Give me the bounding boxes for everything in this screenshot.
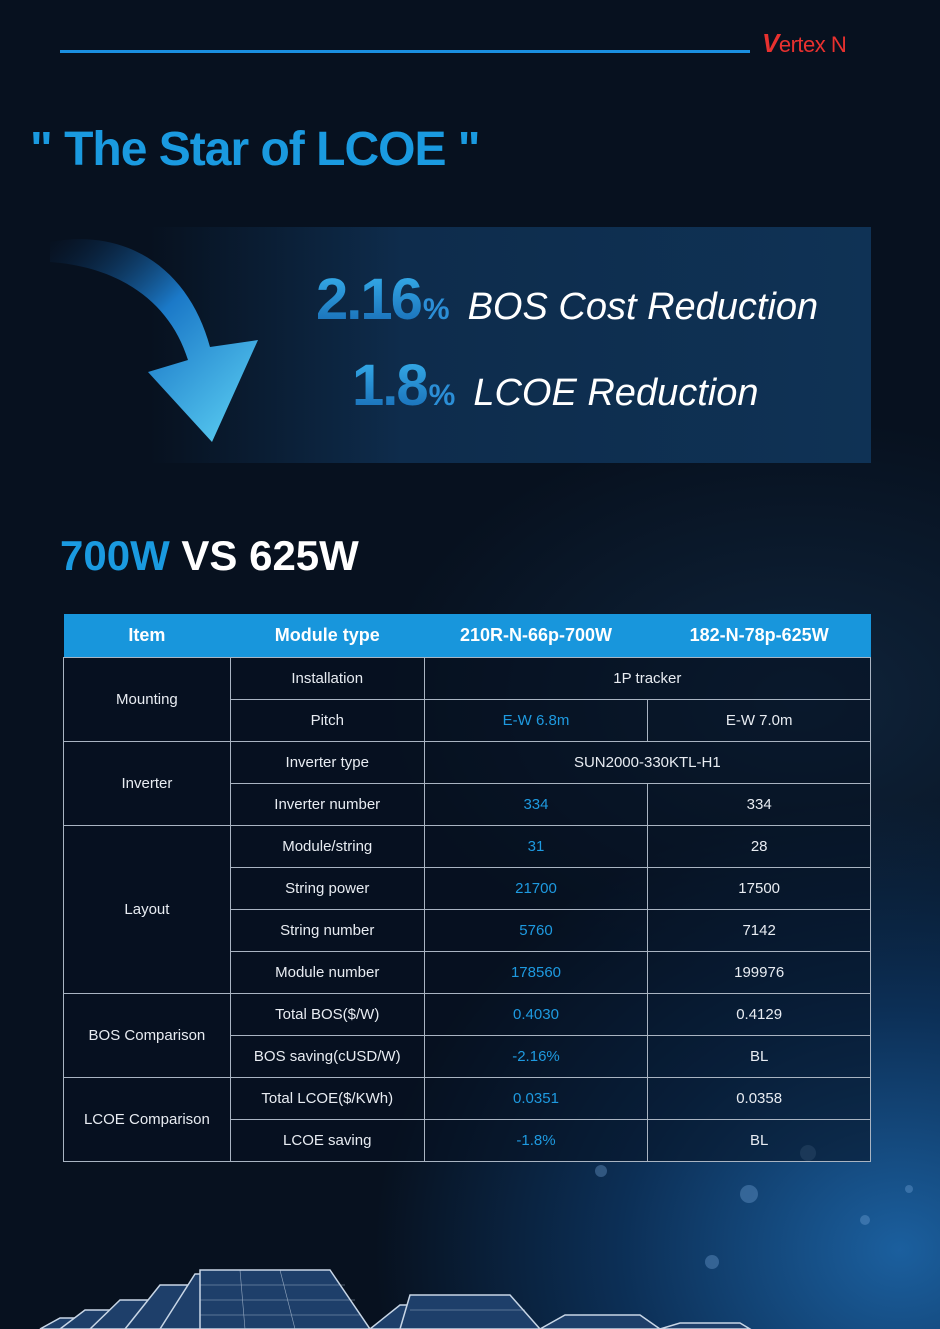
comparison-left: 700W xyxy=(60,532,170,579)
value-700w-cell: 178560 xyxy=(423,950,649,994)
value-700w-cell: 334 xyxy=(423,782,649,826)
lcoe-stat: 1.8 % LCOE Reduction xyxy=(352,352,758,419)
value-625w-cell: BL xyxy=(647,1118,871,1162)
bokeh-dot xyxy=(595,1165,607,1177)
lcoe-value: 1.8 xyxy=(352,353,429,418)
table-row: Inverter number 334 334 xyxy=(64,782,871,826)
table-row: Inverter Inverter type SUN2000-330KTL-H1 xyxy=(63,740,872,826)
table-row: LCOE saving -1.8% BL xyxy=(64,1118,871,1162)
module-type-cell: BOS saving(cUSD/W) xyxy=(229,1034,425,1078)
value-625w-cell: 28 xyxy=(647,824,871,868)
table-row: Pitch E-W 6.8m E-W 7.0m xyxy=(64,698,871,742)
brand-logo: Vertex N xyxy=(762,28,847,58)
table-row: Mounting Installation 1P tracker xyxy=(63,656,872,742)
bos-unit: % xyxy=(422,293,450,326)
bokeh-dot xyxy=(705,1255,719,1269)
header-625w: 182-N-78p-625W xyxy=(647,614,871,657)
stats-banner xyxy=(150,227,871,463)
bokeh-dot xyxy=(740,1185,758,1203)
value-700w-cell: 0.0351 xyxy=(423,1076,649,1120)
value-700w-cell: -1.8% xyxy=(423,1118,649,1162)
table-row: String power 21700 17500 xyxy=(64,866,871,910)
value-700w-cell: 5760 xyxy=(423,908,649,952)
bos-label: BOS Cost Reduction xyxy=(467,286,819,328)
header-item: Item xyxy=(63,614,231,657)
module-type-cell: String number xyxy=(229,908,425,952)
table-row: Module number 178560 199976 xyxy=(64,950,871,994)
module-type-cell: Installation xyxy=(229,656,425,700)
table-header-row: Item Module type 210R-N-66p-700W 182-N-7… xyxy=(63,614,871,657)
value-700w-cell: E-W 6.8m xyxy=(423,698,649,742)
comparison-right: VS 625W xyxy=(181,532,359,579)
bos-stat: 2.16 % BOS Cost Reduction xyxy=(316,266,818,333)
bos-value: 2.16 xyxy=(316,267,423,332)
table-row: Layout Module/string 31 28 xyxy=(63,824,871,994)
table-row: BOS Comparison Total BOS($/W) 0.4030 0.4129 xyxy=(63,992,871,1078)
item-cell: BOS Comparison xyxy=(63,992,231,1078)
module-type-cell: Total BOS($/W) xyxy=(229,992,425,1036)
value-625w-cell: 199976 xyxy=(647,950,871,994)
value-625w-cell: 17500 xyxy=(647,866,871,910)
item-cell: Layout xyxy=(63,824,231,994)
merged-value-cell: SUN2000-330KTL-H1 xyxy=(423,740,872,784)
value-625w-cell: 7142 xyxy=(647,908,871,952)
item-cell: Inverter xyxy=(63,740,231,826)
value-625w-cell: 0.4129 xyxy=(647,992,871,1036)
bokeh-dot xyxy=(860,1215,870,1225)
value-625w-cell: BL xyxy=(647,1034,871,1078)
bokeh-dot xyxy=(905,1185,913,1193)
module-type-cell: Total LCOE($/KWh) xyxy=(229,1076,425,1120)
comparison-table: Item Module type 210R-N-66p-700W 182-N-7… xyxy=(63,614,872,1162)
value-700w-cell: -2.16% xyxy=(423,1034,649,1078)
value-700w-cell: 31 xyxy=(423,824,649,868)
item-cell: Mounting xyxy=(63,656,231,742)
value-700w-cell: 21700 xyxy=(423,866,649,910)
value-700w-cell: 0.4030 xyxy=(423,992,649,1036)
value-625w-cell: 0.0358 xyxy=(647,1076,871,1120)
module-type-cell: LCOE saving xyxy=(229,1118,425,1162)
module-type-cell: String power xyxy=(229,866,425,910)
table-row: BOS saving(cUSD/W) -2.16% BL xyxy=(64,1034,871,1078)
value-625w-cell: 334 xyxy=(647,782,871,826)
solar-panels-image xyxy=(39,1269,752,1329)
merged-value-cell: 1P tracker xyxy=(423,656,872,700)
header-module-type: Module type xyxy=(230,614,425,657)
table-row: LCOE Comparison Total LCOE($/KWh) 0.0351 0.… xyxy=(63,1076,871,1162)
module-type-cell: Module number xyxy=(229,950,425,994)
header-700w: 210R-N-66p-700W xyxy=(424,614,648,657)
module-type-cell: Module/string xyxy=(229,824,425,868)
header-rule xyxy=(60,50,750,53)
page-title: " The Star of LCOE " xyxy=(30,123,481,176)
comparison-heading: 700W VS 625W xyxy=(60,532,359,580)
value-625w-cell: E-W 7.0m xyxy=(647,698,871,742)
item-cell: LCOE Comparison xyxy=(63,1076,231,1162)
module-type-cell: Pitch xyxy=(229,698,425,742)
lcoe-label: LCOE Reduction xyxy=(473,372,759,414)
module-type-cell: Inverter number xyxy=(229,782,425,826)
down-arrow-icon xyxy=(50,239,258,442)
module-type-cell: Inverter type xyxy=(229,740,425,784)
lcoe-unit: % xyxy=(428,379,456,412)
